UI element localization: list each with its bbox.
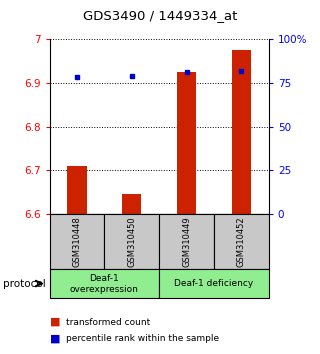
- Text: GSM310449: GSM310449: [182, 216, 191, 267]
- Text: transformed count: transformed count: [66, 318, 150, 327]
- Bar: [68, 166, 87, 214]
- Text: Deaf-1 deficiency: Deaf-1 deficiency: [174, 279, 254, 288]
- Bar: [177, 72, 196, 214]
- Text: GDS3490 / 1449334_at: GDS3490 / 1449334_at: [83, 10, 237, 22]
- Text: percentile rank within the sample: percentile rank within the sample: [66, 334, 219, 343]
- Text: Deaf-1
overexpression: Deaf-1 overexpression: [70, 274, 139, 293]
- Text: GSM310450: GSM310450: [127, 216, 136, 267]
- Text: ■: ■: [50, 334, 60, 344]
- Text: GSM310452: GSM310452: [237, 216, 246, 267]
- Text: ■: ■: [50, 317, 60, 327]
- Bar: [232, 50, 251, 214]
- Text: protocol: protocol: [3, 279, 46, 289]
- Bar: [122, 194, 141, 214]
- Text: GSM310448: GSM310448: [73, 216, 82, 267]
